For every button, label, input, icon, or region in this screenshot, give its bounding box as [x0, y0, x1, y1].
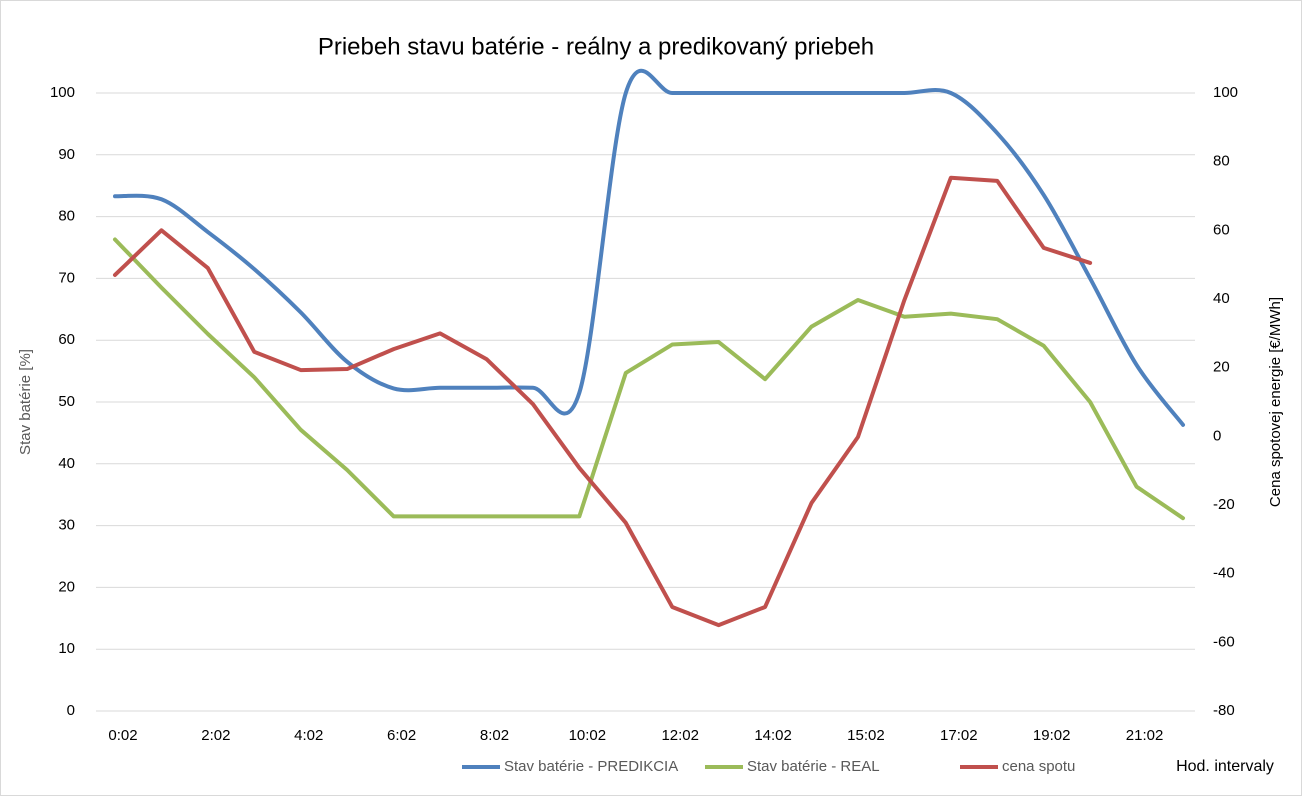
- x-tick-label: 12:02: [661, 727, 699, 744]
- data-line: [113, 175, 1093, 628]
- x-tick-label: 2:02: [201, 727, 230, 744]
- x-tick-label: 15:02: [847, 727, 885, 744]
- x-tick-label: 4:02: [294, 727, 323, 744]
- y-tick-label: 30: [58, 517, 75, 534]
- y-tick-label: 10: [58, 640, 75, 657]
- y-tick-label: 70: [58, 269, 75, 286]
- data-line: [113, 237, 1185, 521]
- x-axis-label: Hod. intervaly: [1176, 758, 1274, 775]
- y-tick-label: 50: [58, 393, 75, 410]
- y2-tick-label: 100: [1213, 84, 1238, 101]
- y-axis-label: Stav batérie [%]: [17, 349, 34, 455]
- y2-tick-label: -40: [1213, 565, 1235, 582]
- x-tick-label: 14:02: [754, 727, 792, 744]
- y-tick-label: 0: [67, 702, 75, 719]
- y2-tick-label: -20: [1213, 496, 1235, 513]
- y2-tick-label: 60: [1213, 221, 1230, 238]
- x-tick-label: 0:02: [108, 727, 137, 744]
- y2-tick-label: 20: [1213, 359, 1230, 376]
- y2-tick-label: 0: [1213, 427, 1221, 444]
- y-tick-label: 60: [58, 331, 75, 348]
- y-tick-label: 40: [58, 455, 75, 472]
- legend-label: cena spotu: [1002, 758, 1075, 775]
- legend-label: Stav batérie - REAL: [747, 758, 880, 775]
- y2-tick-label: -80: [1213, 702, 1235, 719]
- x-tick-label: 6:02: [387, 727, 416, 744]
- y2-tick-label: -60: [1213, 633, 1235, 650]
- y-tick-label: 100: [50, 84, 75, 101]
- y-tick-label: 80: [58, 208, 75, 225]
- x-tick-label: 21:02: [1126, 727, 1164, 744]
- x-tick-label: 10:02: [569, 727, 607, 744]
- x-tick-label: 17:02: [940, 727, 978, 744]
- chart-title: Priebeh stavu batérie - reálny a prediko…: [318, 33, 874, 60]
- legend-label: Stav batérie - PREDIKCIA: [504, 758, 678, 775]
- y2-axis-label: Cena spotovej energie [€/MWh]: [1267, 297, 1284, 507]
- y-tick-label: 90: [58, 146, 75, 163]
- y2-tick-label: 40: [1213, 290, 1230, 307]
- data-line: [113, 68, 1185, 427]
- y-tick-label: 20: [58, 578, 75, 595]
- x-tick-label: 8:02: [480, 727, 509, 744]
- y2-tick-label: 80: [1213, 153, 1230, 170]
- x-tick-label: 19:02: [1033, 727, 1071, 744]
